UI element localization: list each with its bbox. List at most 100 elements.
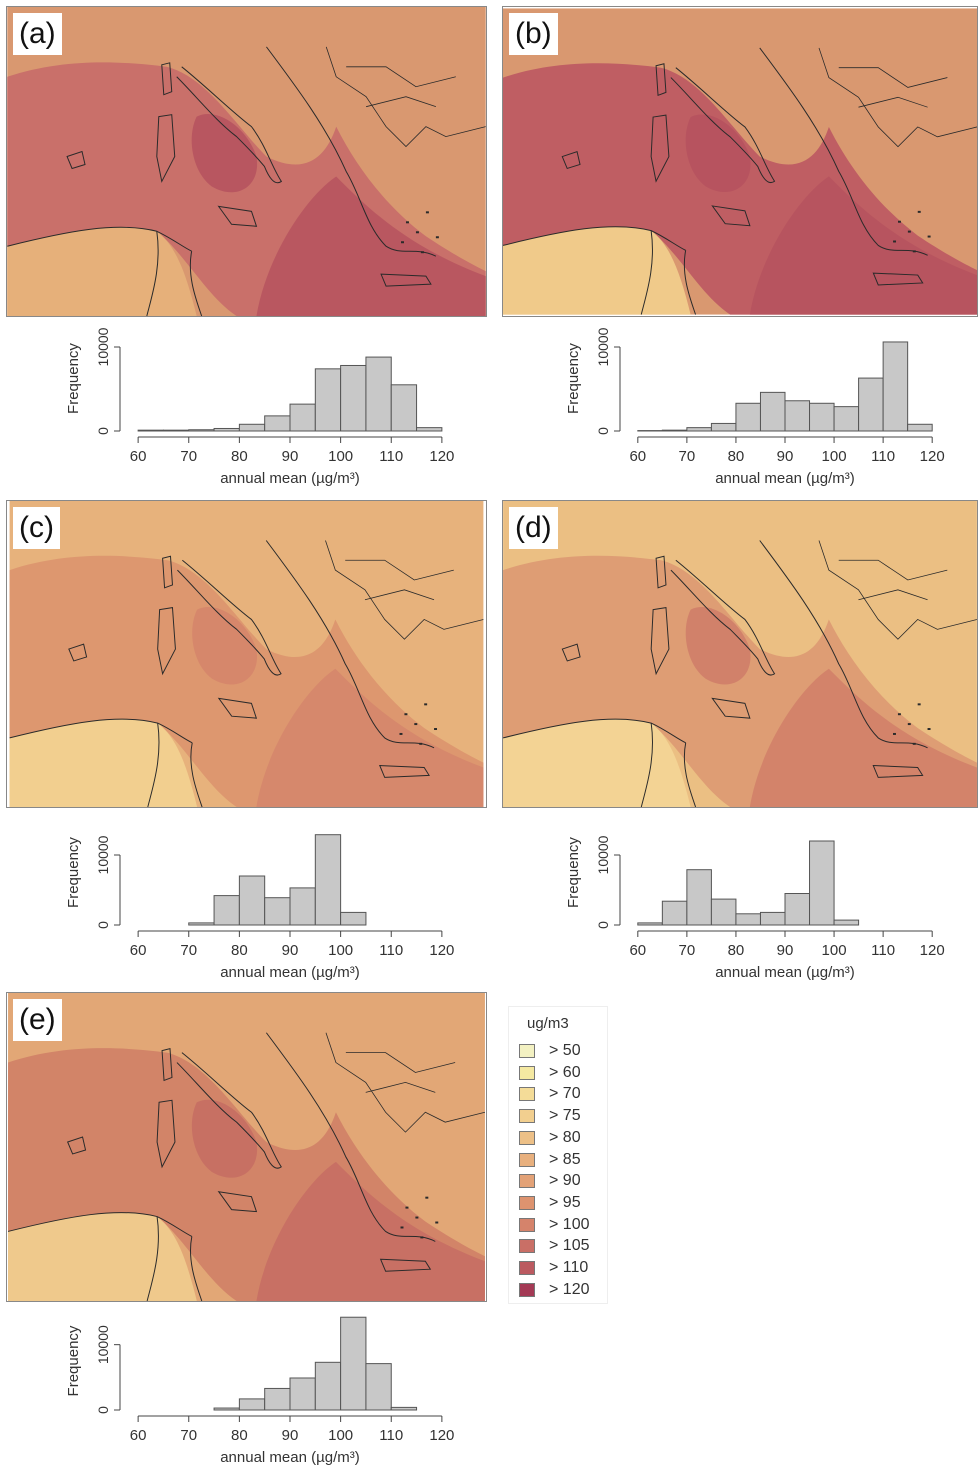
x-tick-label: 120	[920, 448, 945, 465]
y-tick-label: 10000	[95, 327, 111, 366]
x-tick-label: 120	[920, 942, 945, 959]
histogram-bar	[711, 899, 736, 925]
histogram-bar	[341, 1317, 366, 1410]
x-tick-label: 120	[429, 942, 454, 959]
legend-label: > 100	[549, 1216, 589, 1234]
histogram-bar	[417, 428, 442, 431]
x-tick-label: 120	[429, 448, 454, 465]
panel-label-e: (e)	[13, 999, 62, 1041]
map-panel-a: (a)	[6, 6, 487, 317]
y-tick-label: 10000	[595, 327, 611, 366]
legend-label: > 75	[549, 1107, 581, 1125]
x-tick-label: 70	[180, 448, 197, 465]
legend-swatch	[519, 1239, 535, 1253]
map-panel-e: (e)	[6, 992, 487, 1302]
y-tick-label: 0	[95, 921, 111, 929]
histogram-bar	[785, 894, 810, 926]
y-tick-label: 10000	[95, 835, 111, 874]
legend-swatch	[519, 1283, 535, 1297]
histogram-bar	[214, 896, 239, 925]
histogram-bar	[662, 901, 687, 925]
histogram-bar	[736, 914, 761, 925]
panel-label-b: (b)	[509, 13, 558, 55]
legend-item: > 95	[519, 1193, 581, 1213]
legend-label: > 105	[549, 1237, 589, 1255]
map-panel-c: (c)	[6, 500, 487, 808]
histogram-bar	[366, 357, 391, 431]
histogram-bar	[214, 428, 239, 431]
histogram-bar	[239, 876, 264, 925]
x-tick-label: 80	[231, 1427, 248, 1444]
x-tick-label: 90	[777, 942, 794, 959]
x-tick-label: 60	[130, 1427, 147, 1444]
histogram-bar	[290, 404, 315, 431]
y-axis-label: Frequency	[565, 343, 582, 414]
x-tick-label: 80	[728, 448, 745, 465]
histogram-bar	[239, 424, 264, 431]
histogram-bar	[366, 1364, 391, 1410]
x-tick-label: 100	[328, 448, 353, 465]
histogram-bar	[834, 920, 859, 925]
legend-item: > 120	[519, 1280, 589, 1300]
x-tick-label: 100	[822, 448, 847, 465]
map-panel-d: (d)	[502, 500, 978, 808]
legend-label: > 110	[549, 1259, 588, 1277]
x-tick-label: 110	[379, 448, 403, 465]
map-image	[503, 7, 977, 316]
legend-item: > 50	[519, 1041, 581, 1061]
legend-swatch	[519, 1153, 535, 1167]
legend-label: > 85	[549, 1151, 581, 1169]
x-tick-label: 80	[728, 942, 745, 959]
map-image	[7, 501, 486, 807]
x-axis-label: annual mean (µg/m³)	[715, 964, 855, 981]
x-tick-label: 60	[130, 942, 147, 959]
legend-item: > 85	[519, 1150, 581, 1170]
map-panel-b: (b)	[502, 6, 978, 317]
y-tick-label: 0	[595, 427, 611, 435]
y-tick-label: 0	[595, 921, 611, 929]
histogram-bar	[711, 423, 736, 431]
histogram-bar	[265, 898, 290, 925]
histogram-bar	[315, 835, 340, 925]
x-tick-label: 80	[231, 942, 248, 959]
y-axis-label: Frequency	[65, 1325, 82, 1396]
x-tick-label: 120	[429, 1427, 454, 1444]
legend-label: > 95	[549, 1194, 581, 1212]
panel-label-c: (c)	[13, 507, 60, 549]
map-image	[7, 7, 486, 316]
y-tick-label: 10000	[595, 835, 611, 874]
legend-swatch	[519, 1218, 535, 1232]
x-tick-label: 100	[328, 1427, 353, 1444]
legend-item: > 80	[519, 1128, 581, 1148]
legend-label: > 50	[549, 1042, 581, 1060]
histogram-bar	[391, 385, 416, 431]
y-tick-label: 0	[95, 427, 111, 435]
x-tick-label: 90	[777, 448, 794, 465]
legend-item: > 100	[519, 1215, 589, 1235]
histogram-bar	[391, 1407, 416, 1410]
legend-swatch	[519, 1196, 535, 1210]
histogram-bar	[638, 923, 663, 925]
x-tick-label: 70	[679, 942, 696, 959]
histogram-bar	[189, 923, 214, 925]
legend-swatch	[519, 1066, 535, 1080]
x-tick-label: 110	[379, 942, 403, 959]
histogram-bar	[662, 430, 687, 431]
x-tick-label: 100	[328, 942, 353, 959]
histogram-bar	[138, 430, 163, 431]
legend-swatch	[519, 1131, 535, 1145]
histogram-bar	[189, 430, 214, 431]
histogram-bar	[315, 1362, 340, 1410]
y-axis-label: Frequency	[65, 837, 82, 908]
panel-label-a: (a)	[13, 13, 62, 55]
x-axis-label: annual mean (µg/m³)	[715, 470, 855, 487]
x-tick-label: 110	[871, 942, 895, 959]
